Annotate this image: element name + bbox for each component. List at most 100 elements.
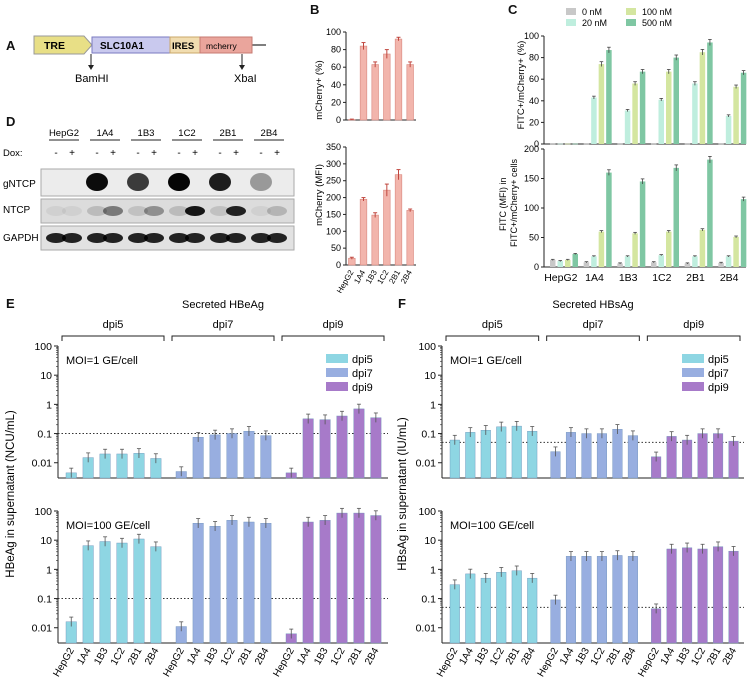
bar: [192, 523, 204, 644]
y-tick-label: 0.01: [416, 458, 437, 470]
blot-band-ntcp: [251, 206, 271, 216]
bar: [639, 71, 646, 144]
bar: [82, 545, 94, 644]
y-tick-label: 0.01: [416, 623, 437, 635]
bar: [336, 415, 348, 479]
blot-group-labels: HepG2 1A4 1B3 1C2 2B1 2B4: [49, 128, 284, 141]
blot-dox-signs: - + - + - + - + - + - +: [54, 148, 280, 159]
bar: [260, 435, 272, 479]
x-tick-label: 2B1: [605, 646, 624, 667]
bamhi-label: BamHI: [75, 73, 109, 85]
bar: [209, 434, 221, 479]
y-tick-label: 1: [46, 564, 52, 576]
x-tick-label: 1A4: [457, 646, 476, 667]
y-tick-label: 0: [534, 139, 539, 149]
bar: [371, 214, 379, 266]
panel-label-d: D: [6, 114, 16, 129]
blot-band-gapdh: [103, 233, 123, 243]
chart-c-top: 0 nM 100 nM 20 nM 500 nM 0 20 40 60 80 100 FITC+…: [516, 7, 747, 149]
y-tick-label: 10: [40, 370, 52, 382]
blot-band-gntcp: [209, 173, 231, 191]
blot-band-gntcp: [250, 173, 272, 191]
y-tick-label: 0.01: [32, 623, 53, 635]
bar: [682, 547, 693, 644]
y-tick-label: 20: [529, 117, 539, 127]
blot-strip-ntcp: [40, 198, 295, 224]
bar: [612, 429, 623, 479]
x-tick-label: 2B4: [721, 646, 740, 667]
bar: [370, 417, 382, 479]
bar: [565, 432, 576, 479]
y-tick-label: 0.1: [37, 594, 52, 606]
blot-group-label: 2B1: [220, 128, 237, 139]
blot-dox-sign: +: [151, 148, 157, 159]
y-tick-label: 40: [331, 80, 341, 90]
y-tick-label: 20: [331, 97, 341, 107]
bar: [302, 521, 314, 644]
bar: [658, 255, 664, 267]
bar: [606, 172, 612, 267]
blot-band-gapdh: [87, 233, 107, 243]
bar: [740, 72, 747, 144]
x-tick-label: 1A4: [585, 272, 604, 284]
y-tick-label: 0.01: [32, 458, 53, 470]
chart-b-top-ylabel: mCherry+ (%): [314, 60, 325, 119]
x-tick-label: 1A4: [352, 268, 367, 285]
bar: [371, 64, 379, 121]
y-tick-label: 200: [524, 144, 539, 154]
chart-b-top: 0 20 40 60 80 100 mCherry+ (%): [314, 28, 416, 125]
x-tick-label: 1A4: [75, 646, 94, 667]
bar: [527, 577, 538, 644]
x-tick-label: HepG2: [636, 646, 662, 679]
y-tick-label: 100: [34, 341, 52, 353]
bar: [319, 520, 331, 644]
bar: [192, 437, 204, 479]
bar: [406, 210, 414, 266]
bar: [684, 263, 691, 267]
chart-f: Secreted HBsAg dpi5 dpi7 dpi9 HBsAg in super…: [397, 299, 744, 679]
blot-row-gntcp: gNTCP: [3, 179, 36, 190]
bar: [596, 433, 607, 479]
blot-band-gapdh: [210, 233, 230, 243]
blot-band-gapdh: [62, 233, 82, 243]
bar: [718, 143, 724, 145]
bar: [383, 189, 391, 266]
blot-band-gapdh: [267, 233, 287, 243]
blot-band-ntcp: [169, 206, 189, 216]
bar: [243, 431, 255, 479]
group-bracket: [171, 335, 275, 341]
chart-b-bottom-ylabel: mCherry (MFI): [314, 164, 325, 226]
x-tick-label: 1B3: [619, 272, 638, 284]
bar: [550, 259, 556, 267]
y-tick-label: 1: [430, 564, 436, 576]
bar: [606, 50, 612, 144]
y-tick-label: 100: [326, 28, 341, 37]
bar: [728, 550, 739, 644]
y-tick-label: 40: [529, 96, 539, 106]
blot-dox-sign: +: [192, 148, 198, 159]
group-bracket: [646, 335, 741, 341]
legend-swatch: [626, 19, 636, 26]
blot-dox-sign: +: [233, 148, 239, 159]
bar: [617, 263, 623, 267]
blot-band-gntcp: [127, 173, 149, 191]
bar: [707, 42, 713, 145]
bar: [598, 231, 605, 267]
bar: [394, 38, 403, 121]
x-tick-label: 1C2: [652, 272, 671, 284]
bar: [632, 233, 638, 267]
blot-band-gapdh: [128, 233, 148, 243]
x-tick-label: 2B1: [387, 268, 402, 285]
blot-band-gntcp: [168, 173, 190, 191]
x-tick-label: 1B3: [202, 646, 221, 667]
legend-swatch: [326, 368, 348, 377]
bar: [666, 548, 677, 644]
y-tick-label: 350: [326, 143, 341, 152]
x-tick-label: 2B1: [236, 646, 255, 667]
bar: [583, 143, 590, 145]
y-tick-label: 0: [336, 260, 341, 270]
legend-label: dpi5: [352, 354, 373, 366]
bar: [583, 262, 590, 267]
bar: [673, 167, 679, 267]
bar: [591, 97, 597, 144]
